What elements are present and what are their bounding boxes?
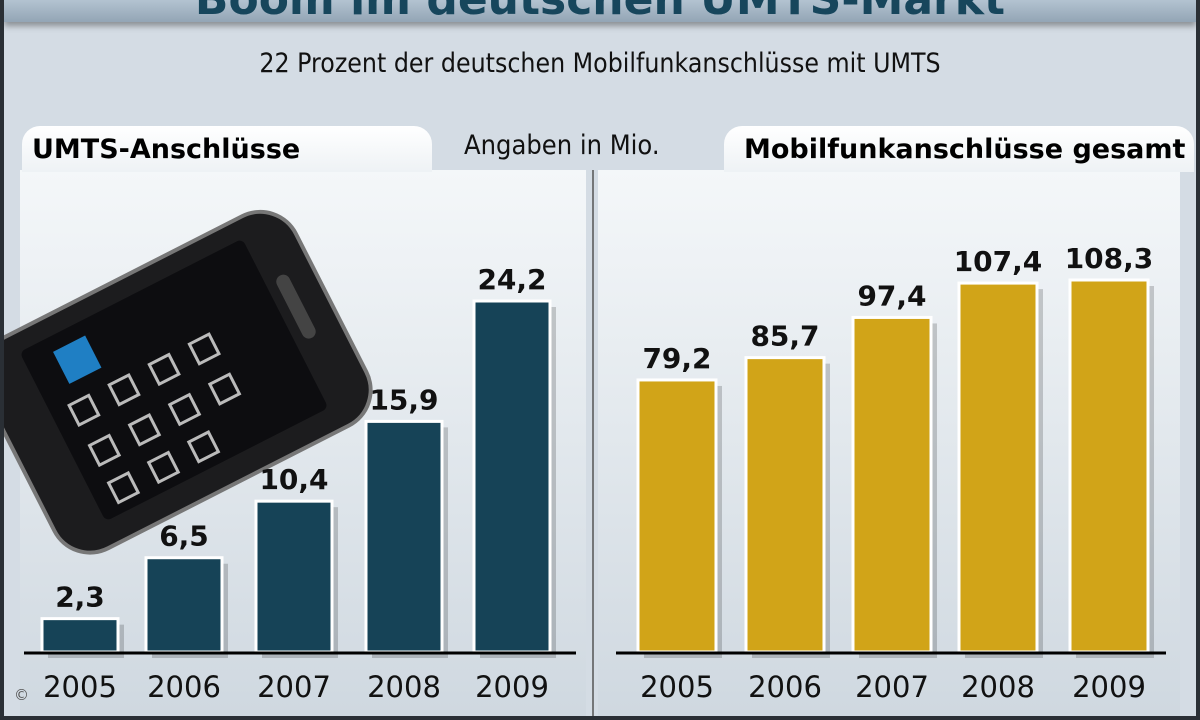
chart-subtitle: 22 Prozent der deutschen Mobilfunkanschl…: [259, 48, 941, 79]
title-band: Boom im deutschen UMTS-Markt: [4, 0, 1196, 25]
total-value-label: 85,7: [750, 320, 819, 353]
umts-bar-2008: [364, 419, 444, 654]
umts-bar-2007: [254, 499, 334, 654]
umts-value-label: 2,3: [55, 581, 105, 614]
total-value-label: 107,4: [954, 245, 1043, 278]
umts-year-label: 2009: [475, 670, 549, 704]
unit-note: Angaben in Mio.: [464, 130, 660, 161]
umts-year-label: 2006: [147, 670, 221, 704]
total-bar-2007: [851, 315, 933, 654]
infographic: Boom im deutschen UMTS-Markt 22 Prozent …: [4, 0, 1196, 716]
total-year-label: 2007: [855, 670, 929, 704]
chart-canvas: 2,3 2005 6,5 2006 10,4 2007 15,9 2008 24,2 2009 7…: [4, 170, 1180, 716]
tab-umts-anschluesse: UMTS-Anschlüsse: [22, 126, 432, 172]
umts-value-label: 6,5: [159, 520, 209, 553]
total-value-label: 79,2: [642, 342, 711, 375]
total-year-label: 2006: [748, 670, 822, 704]
total-bar-2005: [636, 378, 718, 654]
umts-bar-2005: [40, 617, 120, 654]
total-year-label: 2005: [640, 670, 714, 704]
umts-value-label: 15,9: [369, 383, 438, 416]
total-value-label: 97,4: [857, 279, 926, 312]
umts-year-label: 2008: [367, 670, 441, 704]
umts-year-label: 2007: [257, 670, 331, 704]
chart-title: Boom im deutschen UMTS-Markt: [4, 0, 1196, 25]
total-year-label: 2008: [961, 670, 1035, 704]
total-value-label: 108,3: [1065, 242, 1154, 275]
smartphone-image: [4, 209, 373, 555]
umts-bar-2009: [472, 299, 552, 654]
app-icon: [53, 335, 102, 384]
right-chart-title: Mobilfunkanschlüsse gesamt: [744, 134, 1186, 165]
left-chart-title: UMTS-Anschlüsse: [32, 134, 301, 165]
umts-value-label: 10,4: [259, 463, 328, 496]
total-bar-2006: [744, 356, 826, 654]
umts-year-label: 2005: [43, 670, 117, 704]
total-year-label: 2009: [1072, 670, 1146, 704]
copyright-icon: ©: [14, 686, 29, 704]
umts-bar-2006: [144, 556, 224, 654]
tab-mobilfunk-gesamt: Mobilfunkanschlüsse gesamt: [724, 126, 1194, 172]
total-bar-2008: [957, 281, 1039, 654]
total-bar-2009: [1068, 278, 1150, 654]
umts-value-label: 24,2: [477, 263, 546, 296]
